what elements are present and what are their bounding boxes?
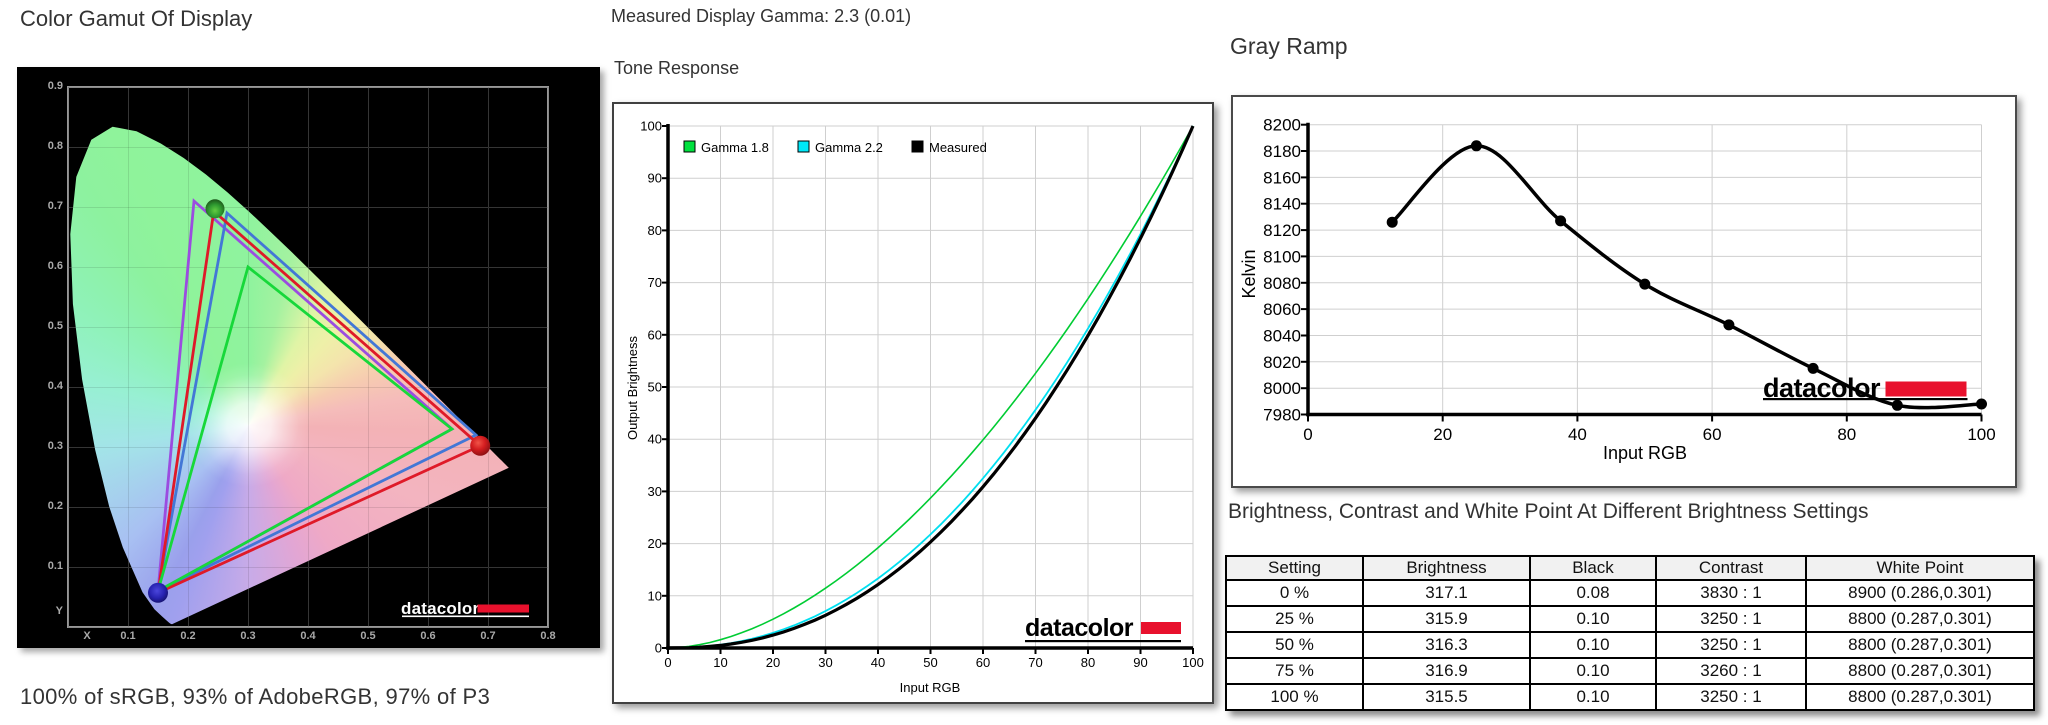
svg-text:8100: 8100 bbox=[1263, 247, 1301, 266]
svg-text:30: 30 bbox=[648, 484, 662, 499]
svg-text:8000: 8000 bbox=[1263, 379, 1301, 398]
svg-text:datacolor: datacolor bbox=[1025, 614, 1134, 642]
svg-text:Kelvin: Kelvin bbox=[1239, 249, 1259, 298]
svg-text:90: 90 bbox=[1133, 655, 1147, 670]
svg-text:8020: 8020 bbox=[1263, 353, 1301, 372]
svg-text:80: 80 bbox=[648, 223, 662, 238]
svg-text:datacolor: datacolor bbox=[401, 599, 480, 618]
svg-text:80: 80 bbox=[1081, 655, 1095, 670]
svg-text:8040: 8040 bbox=[1263, 327, 1301, 346]
svg-text:Measured: Measured bbox=[929, 140, 987, 155]
svg-text:Gamma 1.8: Gamma 1.8 bbox=[701, 140, 769, 155]
svg-text:20: 20 bbox=[766, 655, 780, 670]
svg-text:30: 30 bbox=[818, 655, 832, 670]
svg-text:8080: 8080 bbox=[1263, 274, 1301, 293]
svg-text:40: 40 bbox=[871, 655, 885, 670]
svg-text:Output Brightness: Output Brightness bbox=[625, 335, 640, 440]
svg-text:Gamma 2.2: Gamma 2.2 bbox=[815, 140, 883, 155]
svg-text:90: 90 bbox=[648, 171, 662, 186]
svg-text:8140: 8140 bbox=[1263, 195, 1301, 214]
svg-text:0: 0 bbox=[655, 641, 662, 656]
svg-text:8060: 8060 bbox=[1263, 300, 1301, 319]
svg-text:8180: 8180 bbox=[1263, 142, 1301, 161]
svg-text:20: 20 bbox=[648, 536, 662, 551]
svg-text:8200: 8200 bbox=[1263, 116, 1301, 135]
svg-text:70: 70 bbox=[648, 275, 662, 290]
svg-text:40: 40 bbox=[1568, 425, 1587, 444]
svg-text:7980: 7980 bbox=[1263, 406, 1301, 425]
svg-text:100: 100 bbox=[1182, 655, 1204, 670]
svg-text:60: 60 bbox=[1703, 425, 1722, 444]
svg-text:40: 40 bbox=[648, 432, 662, 447]
svg-text:60: 60 bbox=[976, 655, 990, 670]
svg-text:10: 10 bbox=[648, 588, 662, 603]
svg-text:10: 10 bbox=[713, 655, 727, 670]
svg-text:50: 50 bbox=[923, 655, 937, 670]
svg-text:8160: 8160 bbox=[1263, 168, 1301, 187]
svg-text:0: 0 bbox=[664, 655, 671, 670]
svg-text:20: 20 bbox=[1433, 425, 1452, 444]
svg-text:60: 60 bbox=[648, 327, 662, 342]
svg-text:100: 100 bbox=[1967, 425, 1995, 444]
svg-text:0: 0 bbox=[1303, 425, 1312, 444]
svg-text:100: 100 bbox=[640, 119, 662, 134]
svg-text:Input RGB: Input RGB bbox=[1603, 443, 1687, 463]
svg-text:50: 50 bbox=[648, 380, 662, 395]
svg-text:Input RGB: Input RGB bbox=[900, 680, 961, 695]
svg-text:80: 80 bbox=[1837, 425, 1856, 444]
svg-text:70: 70 bbox=[1028, 655, 1042, 670]
svg-text:8120: 8120 bbox=[1263, 221, 1301, 240]
